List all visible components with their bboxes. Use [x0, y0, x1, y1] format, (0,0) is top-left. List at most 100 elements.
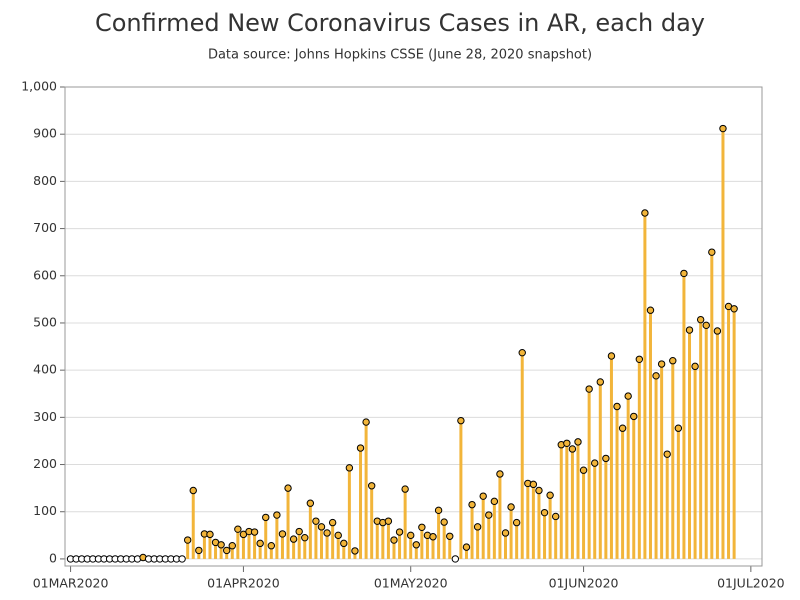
- y-tick-label: 800: [33, 173, 57, 188]
- marker: [328, 518, 337, 527]
- marker: [457, 416, 465, 425]
- marker: [273, 511, 281, 519]
- marker: [250, 528, 259, 536]
- marker: [468, 500, 476, 509]
- y-tick-label: 500: [33, 314, 57, 329]
- marker: [657, 360, 666, 368]
- marker: [301, 533, 309, 542]
- marker: [306, 499, 315, 507]
- marker: [323, 529, 331, 537]
- y-tick-label: 1,000: [21, 79, 57, 94]
- y-tick-label: 100: [33, 503, 57, 518]
- marker: [708, 248, 716, 256]
- x-tick-label: 01JUN2020: [549, 576, 619, 591]
- marker: [624, 392, 632, 400]
- marker: [334, 531, 342, 540]
- marker: [579, 466, 588, 474]
- x-tick-label: 01MAY2020: [374, 576, 448, 591]
- marker: [183, 536, 192, 544]
- marker: [267, 542, 276, 550]
- marker: [646, 306, 655, 314]
- marker: [223, 546, 231, 555]
- marker: [596, 378, 604, 386]
- marker: [446, 532, 454, 540]
- marker: [351, 547, 359, 555]
- marker: [602, 454, 610, 463]
- chart-subtitle: Data source: Johns Hopkins CSSE (June 28…: [208, 48, 592, 63]
- y-tick-label: 0: [49, 550, 57, 565]
- marker: [719, 124, 727, 133]
- marker: [546, 491, 554, 499]
- marker: [412, 541, 420, 549]
- marker: [574, 438, 582, 446]
- marker: [551, 512, 560, 521]
- marker: [289, 535, 298, 543]
- marker: [613, 402, 621, 411]
- marker: [384, 517, 393, 525]
- marker: [278, 530, 287, 538]
- marker: [401, 485, 409, 493]
- marker: [473, 523, 482, 531]
- y-tick-label: 900: [33, 126, 57, 141]
- marker: [591, 459, 599, 467]
- marker: [496, 470, 504, 478]
- marker: [395, 528, 404, 536]
- marker: [295, 527, 303, 536]
- marker: [635, 355, 644, 363]
- marker: [585, 385, 593, 393]
- marker: [284, 484, 292, 492]
- y-tick-label: 300: [33, 409, 57, 424]
- marker: [685, 326, 694, 334]
- x-tick-label: 01JUL2020: [717, 576, 785, 591]
- y-tick-label: 400: [33, 362, 57, 377]
- marker: [680, 269, 688, 278]
- marker: [178, 555, 186, 563]
- marker: [607, 352, 616, 360]
- marker: [630, 412, 638, 421]
- marker: [418, 523, 426, 532]
- marker: [429, 533, 437, 541]
- marker: [663, 450, 671, 458]
- marker: [535, 486, 543, 495]
- marker: [462, 543, 471, 551]
- marker: [217, 541, 225, 549]
- y-tick-label: 200: [33, 456, 57, 471]
- marker: [702, 321, 710, 330]
- marker: [345, 464, 354, 472]
- marker: [256, 539, 264, 548]
- marker: [485, 511, 493, 519]
- marker: [529, 480, 538, 489]
- marker: [362, 418, 370, 426]
- plot-frame: [64, 86, 763, 567]
- chart-title: Confirmed New Coronavirus Cases in AR, e…: [95, 9, 705, 37]
- marker: [641, 209, 649, 217]
- marker: [340, 539, 348, 548]
- marker: [228, 542, 236, 550]
- marker: [674, 424, 683, 432]
- marker: [434, 506, 443, 515]
- x-tick-label: 01MAR2020: [33, 576, 109, 591]
- x-tick-label: 01APR2020: [207, 576, 280, 591]
- marker: [669, 357, 677, 365]
- marker: [540, 508, 549, 517]
- y-tick-label: 600: [33, 267, 57, 282]
- marker: [262, 513, 270, 522]
- marker: [234, 525, 242, 533]
- marker: [618, 424, 627, 432]
- marker: [451, 555, 460, 563]
- y-tick-label: 700: [33, 220, 57, 235]
- marker: [563, 439, 571, 448]
- marker: [507, 503, 515, 511]
- marker: [696, 315, 705, 324]
- marker: [189, 486, 197, 495]
- marker: [518, 348, 526, 357]
- marker: [501, 529, 510, 537]
- marker: [490, 497, 499, 506]
- marker: [356, 444, 365, 452]
- marker: [512, 518, 521, 527]
- marker: [390, 536, 398, 544]
- marker: [730, 305, 738, 313]
- marker: [568, 445, 577, 453]
- marker: [312, 517, 320, 525]
